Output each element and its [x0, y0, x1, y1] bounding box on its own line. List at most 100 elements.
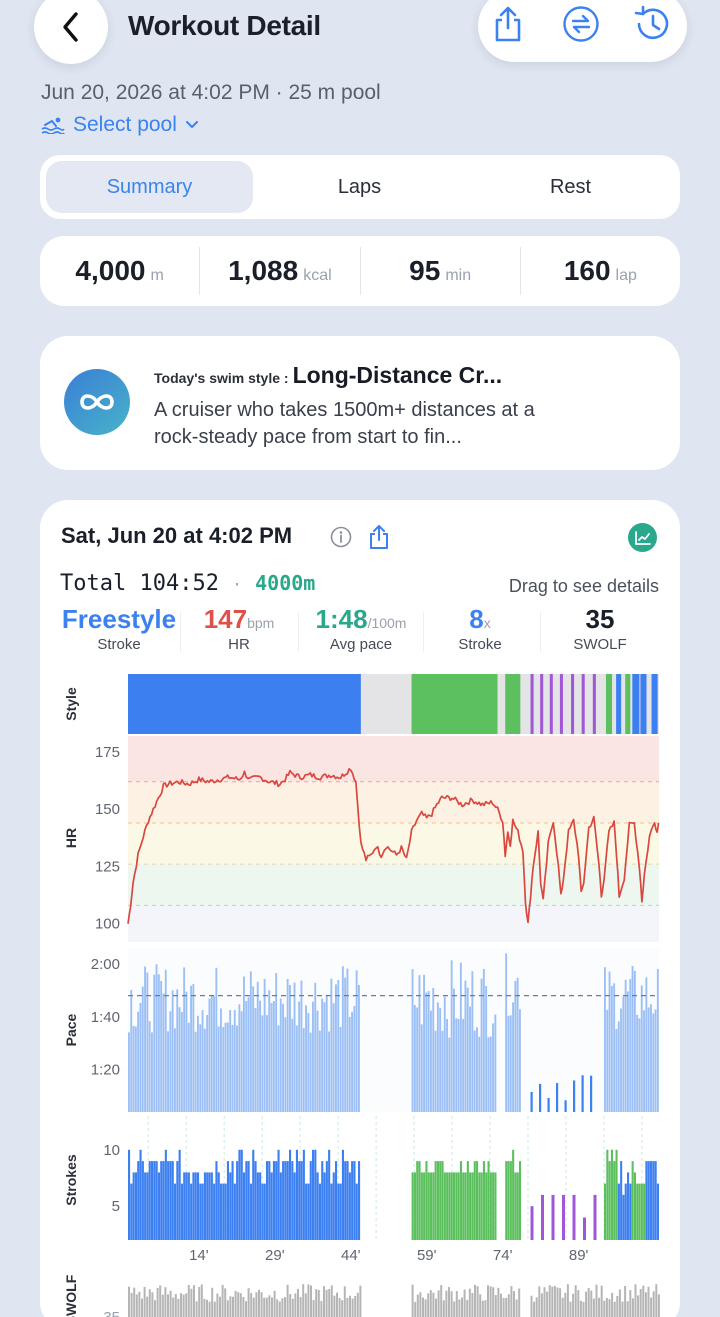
pace-bar [213, 996, 215, 1112]
swolf-bar [463, 1289, 466, 1317]
pace-bar [604, 967, 606, 1112]
back-button[interactable] [34, 0, 108, 64]
pace-bar [353, 1006, 356, 1112]
pace-bar [208, 998, 211, 1112]
pace-bar [314, 982, 317, 1112]
pace-bar [261, 1015, 264, 1112]
history-button[interactable] [632, 4, 672, 44]
swolf-bar [151, 1292, 154, 1317]
chevron-left-icon [63, 12, 78, 42]
hr-zone-band [128, 736, 659, 782]
swolf-bar [304, 1293, 307, 1317]
strokes-bar [208, 1172, 211, 1240]
strokes-bar [480, 1172, 483, 1240]
pace-bar [153, 974, 156, 1112]
strokes-bar [210, 1172, 213, 1240]
swolf-bar [359, 1285, 362, 1317]
x-tick-label: 14' [189, 1247, 209, 1264]
swolf-bar [237, 1292, 240, 1317]
x-tick-label: 89' [569, 1247, 589, 1264]
workout-chart[interactable]: Style 100 125 150 175 HR 2:00 1:40 1:20 Pace 10 5 St… [40, 660, 680, 1317]
swolf-bar [440, 1285, 443, 1317]
tab-rest[interactable]: Rest [549, 175, 592, 198]
swolf-bar [543, 1287, 546, 1317]
style-axis-label: Style [63, 687, 79, 721]
strokes-bar [279, 1172, 282, 1240]
pace-bar [215, 967, 218, 1112]
pace-bar [224, 1022, 227, 1112]
pace-bar [197, 1015, 199, 1112]
pace-bar [254, 1008, 257, 1112]
pace-bar [457, 1018, 460, 1112]
pace-bar [448, 1037, 451, 1112]
strokes-bar [302, 1149, 305, 1240]
strokes-bar [457, 1172, 460, 1240]
strokes-bar [420, 1172, 423, 1240]
swolf-bar [356, 1292, 359, 1317]
swolf-bar [193, 1285, 195, 1317]
swolf-bar [605, 1298, 608, 1317]
strokes-bar [167, 1161, 170, 1240]
strokes-bar [229, 1172, 232, 1240]
swolf-bar [169, 1290, 172, 1317]
stat-unit: min [445, 267, 472, 284]
swolf-bar [198, 1287, 201, 1317]
pace-bar [252, 986, 255, 1112]
total-label: Total [60, 571, 127, 596]
style-segment [360, 674, 412, 734]
style-segment [540, 674, 544, 734]
pace-bar [341, 966, 344, 1112]
swim-style-label: Today's swim style : [154, 370, 289, 386]
switch-button[interactable] [561, 4, 601, 44]
pace-bar [462, 1018, 465, 1112]
info-icon[interactable] [330, 526, 352, 548]
swolf-bar [187, 1285, 190, 1317]
style-segment [581, 674, 585, 734]
strokes-bar [643, 1183, 646, 1240]
strokes-bar [514, 1172, 517, 1240]
tab-summary[interactable]: Summary [46, 161, 253, 213]
pace-bar [478, 1036, 481, 1112]
strokes-bar [160, 1161, 163, 1240]
pace-bar [300, 980, 303, 1112]
pace-bar [622, 996, 625, 1112]
swolf-bar [226, 1300, 229, 1317]
swolf-bar [354, 1296, 357, 1317]
pace-bar [167, 1031, 169, 1112]
pace-bar [613, 983, 616, 1112]
share-button[interactable] [488, 4, 528, 44]
strokes-bar [128, 1149, 131, 1240]
strokes-bar [275, 1161, 278, 1240]
swolf-bar [492, 1287, 495, 1317]
strokes-axis-label: Strokes [63, 1154, 79, 1206]
swolf-bar [414, 1301, 417, 1317]
pace-bar [539, 1083, 542, 1112]
swolf-bar [330, 1285, 333, 1317]
swolf-bar [258, 1289, 260, 1317]
swolf-bar [574, 1285, 577, 1317]
strokes-bar [236, 1161, 239, 1240]
swim-style-card[interactable]: Today's swim style : Long-Distance Cr...… [40, 336, 680, 470]
chart-share-icon[interactable] [367, 524, 391, 550]
pace-bar [494, 1014, 497, 1112]
pace-bar [178, 1007, 181, 1112]
select-pool-button[interactable]: Select pool [41, 113, 199, 137]
chart-line-icon [634, 530, 651, 545]
strokes-bar [446, 1172, 449, 1240]
tab-laps[interactable]: Laps [337, 175, 382, 198]
strokes-bar [151, 1161, 154, 1240]
pace-bar [190, 985, 192, 1112]
pace-bar [328, 1031, 330, 1112]
strokes-bar [245, 1161, 248, 1240]
strokes-bar [516, 1172, 519, 1240]
chart-toggle-button[interactable] [628, 523, 657, 552]
stat-value: 1,088 [228, 255, 299, 286]
strokes-bar [233, 1183, 236, 1240]
swolf-bar [213, 1301, 216, 1317]
pace-bar [509, 1015, 512, 1112]
pace-bar [130, 990, 133, 1112]
style-segment [651, 674, 658, 734]
pace-bar [450, 960, 453, 1112]
swolf-bar [289, 1294, 292, 1317]
pace-bar [270, 1003, 273, 1112]
